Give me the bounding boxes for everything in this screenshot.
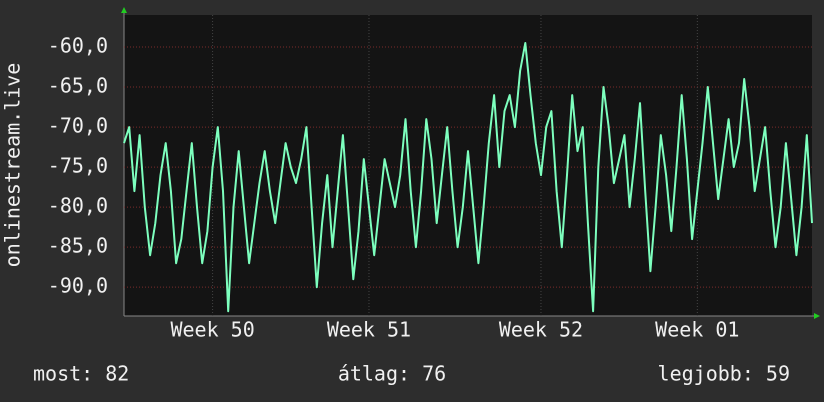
data-line [123,42,813,313]
y-tick-label: -60,0 [48,34,108,58]
stat-average: átlag: 76 [338,362,446,386]
y-axis-arrow [121,7,127,13]
x-tick-label: Week 52 [499,318,583,342]
y-tick-label: -90,0 [48,274,108,298]
y-tick-label: -65,0 [48,74,108,98]
x-tick-label: Week 50 [170,318,254,342]
x-tick-label: Week 01 [655,318,739,342]
y-tick-label: -80,0 [48,194,108,218]
y-tick-label: -85,0 [48,234,108,258]
stat-max: legjobb: 59 [658,362,790,386]
y-tick-label: -75,0 [48,154,108,178]
x-tick-label: Week 51 [327,318,411,342]
y-tick-label: -70,0 [48,114,108,138]
y-axis-label: onlinestream.live [1,63,25,268]
x-axis-arrow [814,313,820,319]
stat-current: most: 82 [33,362,129,386]
